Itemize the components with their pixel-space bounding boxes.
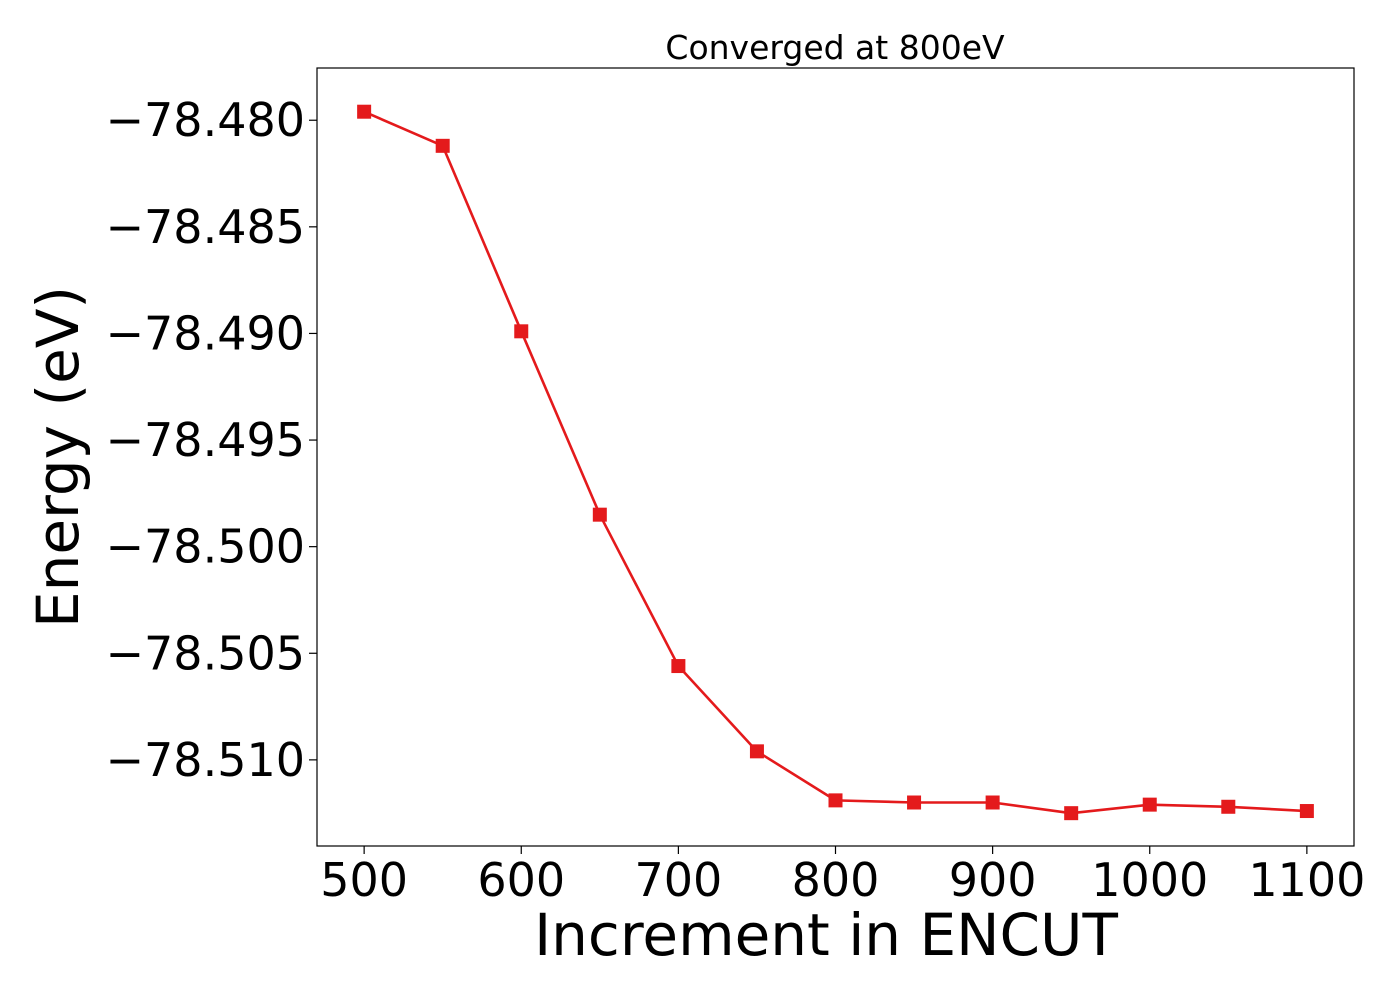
data-point-marker — [1142, 797, 1157, 812]
y-axis-label: Energy (eV) — [24, 286, 92, 628]
data-point-marker — [357, 104, 372, 119]
y-tick-label: −78.480 — [106, 93, 306, 147]
x-tick-label: 800 — [792, 853, 880, 907]
data-point-marker — [592, 507, 607, 522]
axes-frame — [316, 67, 1355, 847]
y-tick-label: −78.490 — [106, 306, 306, 360]
data-point-marker — [828, 793, 843, 808]
y-tick-label: −78.505 — [106, 626, 306, 680]
x-tick-label: 500 — [320, 853, 408, 907]
x-tick-label: 1100 — [1248, 853, 1365, 907]
data-point-marker — [435, 138, 450, 153]
data-point-marker — [907, 795, 922, 810]
y-axis-ticks: −78.480 −78.485 −78.490 −78.495 −78.500 −78.5… — [106, 93, 317, 787]
x-tick-label: 1000 — [1091, 853, 1208, 907]
data-point-marker — [749, 744, 764, 759]
series-line — [363, 110, 1307, 815]
data-point-marker — [671, 659, 686, 674]
data-point-marker — [985, 795, 1000, 810]
y-tick-label: −78.485 — [106, 200, 306, 254]
x-tick-label: 900 — [949, 853, 1037, 907]
y-tick-label: −78.495 — [106, 413, 306, 467]
x-tick-label: 600 — [477, 853, 565, 907]
y-tick-label: −78.510 — [106, 733, 306, 787]
chart-title: Converged at 800eV — [665, 28, 1005, 67]
plot-area — [357, 104, 1314, 821]
x-axis-ticks: 500 600 700 800 900 1000 1100 — [320, 846, 1365, 907]
data-point-marker — [1221, 799, 1236, 814]
data-point-marker — [1064, 806, 1079, 821]
x-tick-label: 700 — [634, 853, 722, 907]
data-point-marker — [514, 324, 529, 339]
y-tick-label: −78.500 — [106, 520, 306, 574]
x-axis-label: Increment in ENCUT — [534, 901, 1118, 969]
data-point-marker — [1299, 804, 1314, 819]
